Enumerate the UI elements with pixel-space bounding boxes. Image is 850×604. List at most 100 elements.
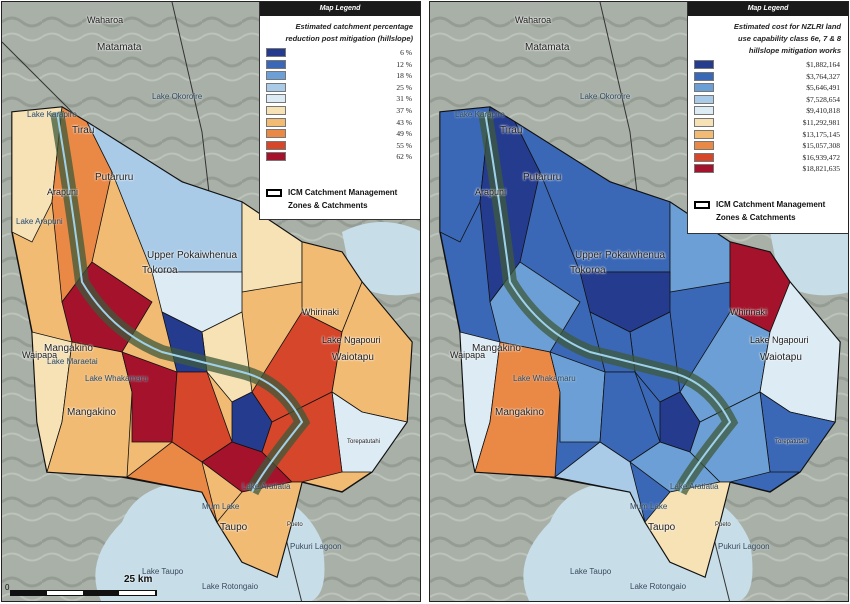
place-label-mangakino: Mangakino	[472, 343, 521, 354]
legend-swatch	[694, 117, 714, 127]
legend-swatch	[266, 94, 286, 104]
place-label-lake-karapiro: Lake Karapiro	[27, 110, 77, 119]
place-label-lake-taupo: Lake Taupo	[142, 567, 184, 576]
legend-class-row: $5,646,491	[688, 82, 848, 94]
legend-class-label: 55 %	[396, 140, 412, 150]
legend-class-row: 43 %	[260, 117, 420, 129]
legend-swatch	[266, 82, 286, 92]
place-label-mum-lake: Mum Lake	[630, 502, 668, 511]
zone-label-line: ICM Catchment Management	[288, 188, 398, 197]
legend-class-row: 55 %	[260, 140, 420, 152]
legend-class-label: $3,764,327	[806, 71, 840, 81]
legend-classes: $1,882,164 $3,764,327 $5,646,491 $7,528,654…	[688, 59, 848, 175]
place-label-whirinaki: Whirinaki	[302, 307, 340, 317]
zone-polygon	[11, 106, 63, 243]
zone-polygon	[216, 481, 303, 578]
place-label-pueto: Pueto	[287, 522, 303, 528]
place-label-waipapa: Waipapa	[450, 350, 486, 360]
legend-class-label: $13,175,145	[802, 129, 841, 139]
legend-class-row: $13,175,145	[688, 129, 848, 141]
legend-class-label: $11,292,981	[802, 117, 840, 127]
legend-title-line: Estimated catchment percentage	[295, 22, 413, 31]
legend-class-row: 62 %	[260, 151, 420, 163]
place-label-waiotapu: Waiotapu	[332, 352, 374, 363]
legend-swatch	[694, 141, 714, 151]
legend-class-label: $5,646,491	[806, 83, 840, 93]
zone-label-line: Zones & Catchments	[288, 201, 368, 210]
zone-outline-swatch	[694, 201, 710, 209]
place-label-upper-pokaiwhenua: Upper Pokaiwhenua	[575, 250, 666, 261]
legend-class-row: 12 %	[260, 59, 420, 71]
legend-swatch	[266, 48, 286, 57]
place-label-putaruru: Putaruru	[523, 172, 562, 183]
legend-swatch	[694, 94, 714, 104]
place-label-lake-ngapouri: Lake Ngapouri	[750, 335, 809, 345]
place-label-matamata: Matamata	[525, 42, 570, 53]
legend-title-line: Estimated cost for NZLRI land	[733, 22, 841, 31]
legend-class-label: 25 %	[396, 82, 412, 92]
legend-class-row: 31 %	[260, 93, 420, 105]
zone-label: ICM Catchment Management Zones & Catchme…	[288, 186, 397, 212]
legend-header: Map Legend	[260, 2, 420, 16]
lake-water-east	[342, 222, 420, 296]
legend-class-row: $3,764,327	[688, 71, 848, 83]
legend-class-label: $15,057,308	[802, 141, 841, 151]
place-label-waharoa: Waharoa	[87, 15, 124, 25]
place-label-lake-whakamaru: Lake Whakamaru	[513, 374, 576, 383]
place-label-tokoroa: Tokoroa	[570, 265, 606, 276]
legend-class-label: 62 %	[396, 152, 412, 162]
zone-polygon	[554, 441, 646, 523]
zone-polygon	[121, 351, 178, 443]
place-label-lake-rotongaio: Lake Rotongaio	[202, 582, 259, 591]
legend-swatch	[694, 83, 714, 93]
legend-class-row: $7,528,654	[688, 94, 848, 106]
place-label-lake-maraetai: Lake Maraetai	[47, 357, 98, 366]
zone-polygon	[439, 106, 491, 243]
place-label-lake-arapuni: Lake Arapuni	[16, 217, 63, 226]
place-label-torepatutahi: Torepatutahi	[347, 439, 381, 445]
place-label-lake-okoroire: Lake Okoroire	[580, 92, 631, 101]
legend-swatch	[266, 117, 286, 127]
legend-class-row: $11,292,981	[688, 117, 848, 129]
place-label-tokoroa: Tokoroa	[142, 265, 178, 276]
place-label-upper-pokaiwhenua: Upper Pokaiwhenua	[147, 250, 238, 261]
lake-water-east	[770, 222, 848, 296]
legend-title: Estimated cost for NZLRI land use capabi…	[688, 16, 848, 57]
legend-class-row: $15,057,308	[688, 140, 848, 152]
legend-class-label: $1,882,164	[806, 60, 840, 69]
place-label-mangakino: Mangakino	[44, 343, 93, 354]
right-map-panel: Waharoa Matamata Lake Okoroire Lake Kara…	[429, 1, 849, 602]
place-label-whirinaki: Whirinaki	[730, 307, 768, 317]
legend-class-row: $16,939,472	[688, 152, 848, 164]
legend-swatch	[694, 71, 714, 81]
legend-class-row: 18 %	[260, 70, 420, 82]
zone-outline-swatch	[266, 189, 282, 197]
place-label-taupo: Taupo	[648, 522, 676, 533]
legend-title-line: use capability class 6e, 7 & 8	[738, 34, 841, 43]
legend-title-line: reduction post mitigation (hillslope)	[285, 34, 414, 43]
legend-class-row: 37 %	[260, 105, 420, 117]
legend-class-row: $18,821,635	[688, 163, 848, 175]
scale-label: 25 km	[124, 574, 153, 585]
place-label-lake-rotongaio: Lake Rotongaio	[630, 582, 687, 591]
zone-polygon	[644, 481, 731, 578]
legend-class-label: 43 %	[396, 117, 412, 127]
place-label-torepatutahi: Torepatutahi	[775, 439, 809, 445]
legend-class-label: 37 %	[396, 105, 412, 115]
waikato-river	[484, 111, 732, 493]
map-legend: Map Legend Estimated cost for NZLRI land…	[687, 2, 848, 234]
legend-class-row: $1,882,164	[688, 59, 848, 71]
zone-polygon	[549, 351, 606, 443]
zone-label-line: Zones & Catchments	[716, 213, 796, 222]
legend-class-label: 31 %	[396, 94, 412, 104]
place-label-lake-aratiatia: Lake Aratiatia	[242, 482, 291, 491]
legend-header: Map Legend	[688, 2, 848, 16]
place-label-lake-karapiro: Lake Karapiro	[455, 110, 505, 119]
legend-swatch	[694, 152, 714, 162]
place-label-waipapa: Waipapa	[22, 350, 58, 360]
place-label-pukuri-lagoon: Pukuri Lagoon	[290, 542, 342, 551]
place-label-tirau: Tirau	[500, 125, 523, 136]
place-label-arapuni: Arapuni	[475, 187, 507, 197]
zone-label-line: ICM Catchment Management	[716, 200, 826, 209]
legend-class-row: $9,410,818	[688, 105, 848, 117]
